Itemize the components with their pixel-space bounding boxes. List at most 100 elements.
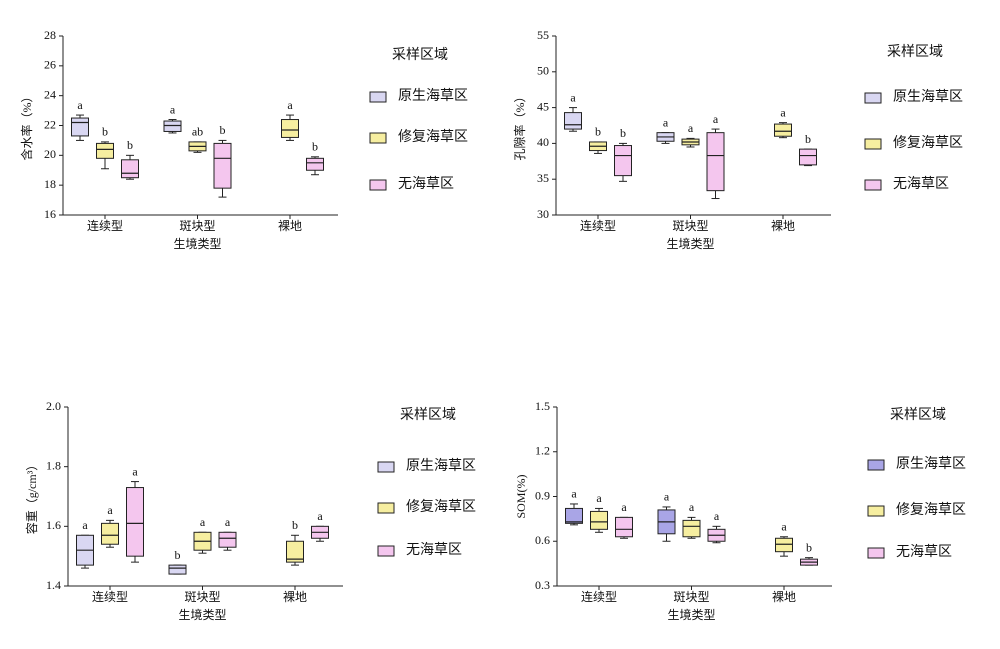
y-tick-label: 30: [537, 207, 549, 221]
significance-letter: a: [621, 500, 627, 514]
legend-swatch: [867, 505, 885, 517]
significance-letter: a: [107, 503, 113, 517]
box: [71, 117, 89, 137]
box: [774, 123, 792, 137]
significance-letter: a: [688, 121, 694, 135]
legend-swatch: [377, 461, 395, 473]
legend-label: 无海草区: [896, 544, 952, 560]
legend-swatch: [369, 179, 387, 191]
y-tick-label: 24: [44, 87, 56, 101]
significance-letter: b: [292, 518, 298, 532]
box: [615, 516, 633, 538]
legend-swatch: [377, 545, 395, 557]
significance-letter: a: [317, 509, 323, 523]
box: [306, 157, 324, 171]
y-tick-label: 1.4: [46, 578, 61, 592]
y-axis-label: 孔隙率（%）: [512, 91, 527, 161]
legend-label: 无海草区: [406, 542, 462, 558]
box: [775, 537, 793, 553]
legend-label: 原生海草区: [896, 456, 966, 472]
legend-swatch: [864, 138, 882, 150]
significance-letter: b: [220, 123, 226, 137]
x-tick-label: 裸地: [771, 218, 795, 233]
legend-swatch: [867, 459, 885, 471]
box: [168, 564, 187, 575]
legend-swatch: [864, 179, 882, 191]
significance-letter: a: [77, 98, 83, 112]
box: [101, 522, 119, 545]
legend-swatch: [377, 502, 395, 514]
y-tick-label: 50: [537, 64, 549, 78]
significance-letter: a: [713, 112, 719, 126]
legend-label: 原生海草区: [398, 88, 468, 104]
y-tick-label: 22: [44, 117, 56, 131]
legend-label: 修复海草区: [896, 501, 966, 518]
significance-letter: a: [132, 464, 138, 478]
legend-title: 采样区域: [890, 407, 946, 423]
x-tick-label: 斑块型: [672, 219, 708, 233]
legend-title: 采样区域: [887, 44, 943, 60]
significance-letter: a: [82, 518, 88, 532]
box: [96, 142, 114, 159]
x-tick-label: 裸地: [772, 589, 796, 604]
legend-title: 采样区域: [392, 47, 448, 63]
y-tick-label: 55: [537, 28, 549, 42]
significance-letter: a: [570, 90, 576, 104]
y-tick-label: 1.6: [46, 518, 61, 532]
y-tick-label: 0.3: [535, 578, 550, 592]
y-tick-label: 40: [537, 135, 549, 149]
legend-label: 修复海草区: [406, 498, 476, 515]
y-tick-label: 1.8: [46, 458, 61, 472]
legend-swatch: [369, 91, 387, 103]
significance-letter: b: [312, 140, 318, 154]
x-tick-label: 斑块型: [673, 590, 709, 604]
significance-letter: a: [596, 491, 602, 505]
significance-letter: a: [200, 515, 206, 529]
significance-letter: b: [805, 132, 811, 146]
x-tick-label: 连续型: [581, 589, 617, 604]
x-tick-label: 连续型: [92, 589, 128, 604]
box: [706, 132, 725, 192]
legend-label: 无海草区: [398, 176, 454, 192]
y-tick-label: 45: [537, 99, 549, 113]
box: [126, 487, 144, 557]
significance-letter: b: [102, 125, 108, 139]
box: [565, 507, 583, 524]
y-tick-label: 16: [44, 207, 56, 221]
box: [682, 519, 701, 538]
x-tick-label: 连续型: [87, 218, 123, 233]
legend-label: 原生海草区: [406, 458, 476, 474]
box: [590, 510, 608, 530]
significance-letter: a: [170, 102, 176, 116]
box: [218, 531, 237, 548]
x-axis-label: 生境类型: [667, 607, 715, 622]
legend-label: 无海草区: [893, 176, 949, 192]
x-tick-label: 裸地: [278, 218, 302, 233]
legend-label: 原生海草区: [893, 89, 963, 105]
box: [614, 145, 632, 177]
significance-letter: a: [663, 115, 669, 129]
legend-swatch: [864, 92, 882, 104]
significance-letter: a: [225, 515, 231, 529]
significance-letter: b: [806, 540, 812, 554]
y-tick-label: 18: [44, 177, 56, 191]
y-tick-label: 1.2: [535, 444, 550, 458]
significance-letter: a: [781, 520, 787, 534]
y-tick-label: 0.6: [535, 533, 550, 547]
box: [564, 112, 582, 130]
x-tick-label: 连续型: [580, 218, 616, 233]
legend-swatch: [867, 547, 885, 559]
legend-label: 修复海草区: [893, 134, 963, 151]
significance-letter: b: [127, 138, 133, 152]
significance-letter: b: [175, 548, 181, 562]
box: [286, 540, 304, 563]
legend-title: 采样区域: [400, 407, 456, 423]
significance-letter: a: [689, 500, 695, 514]
significance-letter: b: [620, 126, 626, 140]
x-tick-label: 裸地: [283, 589, 307, 604]
